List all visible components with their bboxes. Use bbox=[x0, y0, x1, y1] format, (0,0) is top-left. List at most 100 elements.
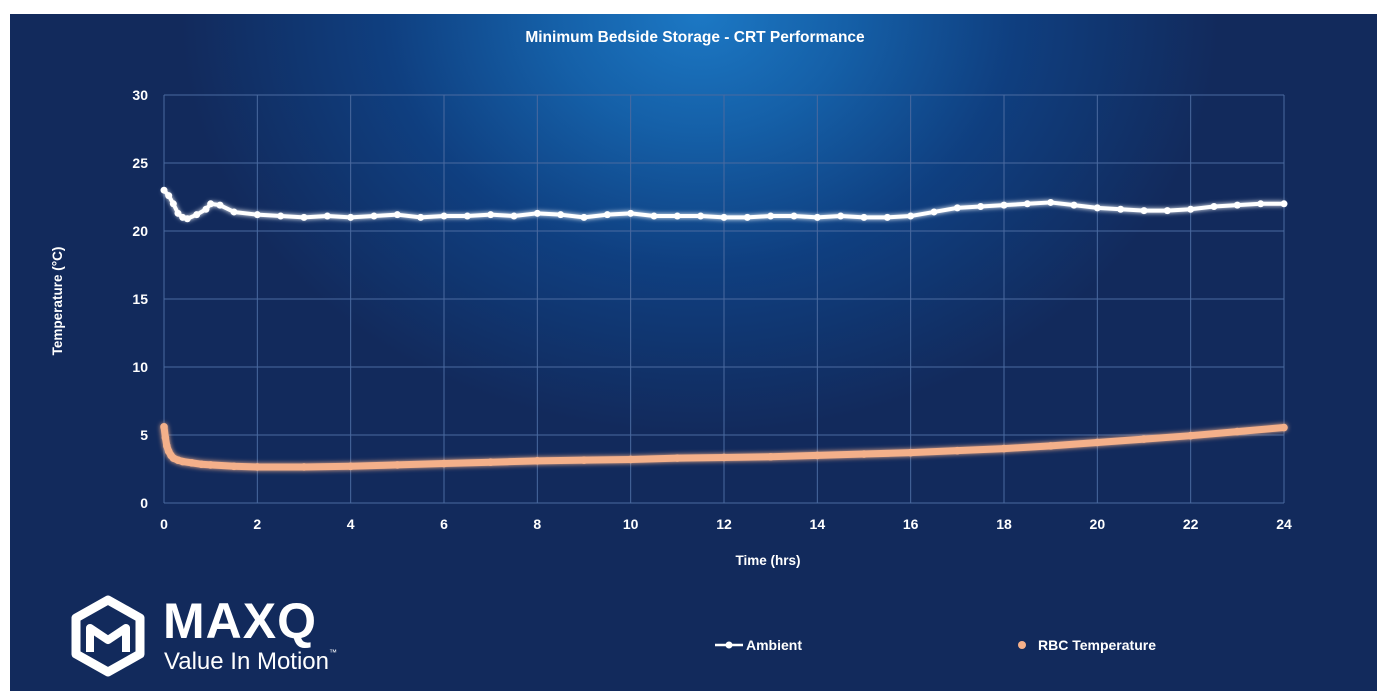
ambient-point bbox=[907, 212, 915, 220]
rbc-point bbox=[1046, 442, 1055, 450]
rbc-point bbox=[230, 462, 238, 471]
ambient-point bbox=[160, 186, 168, 194]
rbc-point bbox=[346, 462, 355, 471]
ambient-point bbox=[323, 212, 331, 220]
x-tick-label: 6 bbox=[440, 516, 448, 532]
ambient-point bbox=[174, 209, 182, 217]
x-axis-ticks: 0 2 4 6 8 10 12 14 16 18 20 22 24 bbox=[160, 516, 1292, 532]
x-tick-label: 0 bbox=[160, 516, 168, 532]
ambient-point bbox=[697, 212, 705, 220]
y-tick-label: 5 bbox=[140, 427, 148, 443]
ambient-point bbox=[533, 209, 541, 217]
ambient-point bbox=[417, 213, 425, 221]
legend-item-ambient: Ambient bbox=[715, 637, 802, 653]
y-tick-label: 10 bbox=[132, 359, 148, 375]
x-tick-label: 20 bbox=[1090, 516, 1106, 532]
y-tick-label: 15 bbox=[132, 291, 148, 307]
ambient-point bbox=[977, 203, 985, 211]
ambient-point bbox=[650, 212, 658, 220]
brand-tagline-text: Value In Motion bbox=[164, 648, 329, 675]
ambient-point bbox=[883, 213, 891, 221]
legend-rbc-label: RBC Temperature bbox=[1038, 637, 1156, 653]
rbc-point bbox=[440, 459, 448, 468]
maxq-logo-icon bbox=[71, 595, 145, 677]
rbc-point bbox=[188, 459, 196, 467]
rbc-point bbox=[720, 453, 728, 462]
ambient-point bbox=[603, 211, 611, 219]
ambient-point bbox=[930, 208, 938, 216]
ambient-point bbox=[557, 211, 565, 219]
x-tick-label: 8 bbox=[533, 516, 541, 532]
x-tick-label: 18 bbox=[996, 516, 1012, 532]
x-tick-label: 10 bbox=[623, 516, 639, 532]
ambient-point bbox=[860, 213, 868, 221]
rbc-point bbox=[533, 457, 542, 465]
ambient-point bbox=[277, 212, 285, 220]
ambient-point bbox=[230, 208, 238, 216]
brand-logo: MAXQ Value In Motion™ bbox=[68, 593, 388, 684]
y-tick-label: 25 bbox=[132, 155, 148, 171]
rbc-point bbox=[1140, 435, 1148, 443]
ambient-point bbox=[953, 204, 961, 212]
y-tick-label: 30 bbox=[132, 87, 148, 103]
ambient-point bbox=[1187, 205, 1195, 213]
legend: Ambient RBC Temperature bbox=[715, 637, 1156, 653]
ambient-point bbox=[169, 200, 177, 208]
legend-ambient-marker bbox=[725, 641, 733, 649]
rbc-point bbox=[161, 433, 170, 442]
rbc-point bbox=[1233, 427, 1242, 436]
chart-title: Minimum Bedside Storage - CRT Performanc… bbox=[525, 29, 865, 46]
ambient-point bbox=[1070, 201, 1078, 209]
ambient-point bbox=[1000, 201, 1008, 209]
brand-trademark: ™ bbox=[329, 648, 337, 657]
rbc-point bbox=[300, 463, 308, 471]
ambient-point bbox=[300, 213, 308, 221]
rbc-point bbox=[860, 450, 868, 458]
chart: Minimum Bedside Storage - CRT Performanc… bbox=[50, 29, 1292, 677]
brand-name: MAXQ bbox=[163, 593, 317, 649]
ambient-point bbox=[1163, 207, 1171, 215]
ambient-point bbox=[183, 215, 191, 223]
ambient-point bbox=[1140, 207, 1148, 215]
rbc-point bbox=[580, 456, 588, 464]
ambient-point bbox=[487, 211, 495, 219]
ambient-point bbox=[767, 212, 775, 220]
x-tick-label: 24 bbox=[1276, 516, 1292, 532]
rbc-point bbox=[766, 452, 775, 461]
ambient-point bbox=[440, 212, 448, 220]
x-tick-label: 22 bbox=[1183, 516, 1199, 532]
ambient-point bbox=[347, 213, 355, 221]
rbc-point bbox=[206, 461, 215, 469]
ambient-point bbox=[370, 212, 378, 220]
rbc-point bbox=[393, 461, 402, 469]
rbc-point bbox=[197, 460, 206, 469]
ambient-point bbox=[837, 212, 845, 220]
ambient-point bbox=[216, 201, 224, 209]
ambient-point bbox=[463, 212, 471, 220]
legend-item-rbc: RBC Temperature bbox=[1018, 637, 1156, 653]
ambient-point bbox=[202, 205, 210, 213]
x-tick-label: 4 bbox=[347, 516, 355, 532]
ambient-point bbox=[510, 212, 518, 220]
ambient-point bbox=[627, 209, 635, 217]
x-tick-label: 2 bbox=[253, 516, 261, 532]
rbc-point bbox=[626, 455, 635, 464]
y-tick-label: 20 bbox=[132, 223, 148, 239]
ambient-point bbox=[673, 212, 681, 220]
y-tick-label: 0 bbox=[140, 495, 148, 511]
ambient-point bbox=[1233, 201, 1241, 209]
ambient-point bbox=[580, 213, 588, 221]
ambient-point bbox=[720, 213, 728, 221]
chart-background: Minimum Bedside Storage - CRT Performanc… bbox=[10, 14, 1377, 691]
grid bbox=[163, 94, 1285, 504]
series bbox=[160, 186, 1288, 491]
rbc-point bbox=[673, 454, 682, 462]
x-tick-label: 12 bbox=[716, 516, 732, 532]
ambient-point bbox=[193, 211, 201, 219]
rbc-point bbox=[253, 463, 262, 471]
y-axis-title: Temperature (°C) bbox=[50, 247, 65, 356]
rbc-point bbox=[813, 451, 822, 460]
ambient-point bbox=[1093, 204, 1101, 212]
ambient-point bbox=[743, 213, 751, 221]
rbc-point bbox=[953, 446, 962, 455]
